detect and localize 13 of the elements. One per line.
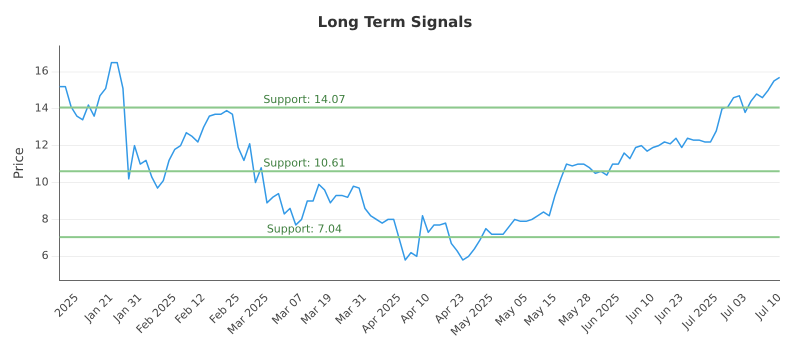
y-axis-title: Price <box>12 147 28 180</box>
y-tick-label: 10 <box>34 175 49 188</box>
ref-line-label: Support: 14.07 <box>263 92 346 106</box>
y-tick-label: 6 <box>42 249 49 262</box>
y-tick-label: 8 <box>42 212 49 226</box>
ref-line-label: Support: 7.04 <box>266 222 342 236</box>
x-tick-label: Jul 10 <box>752 290 784 323</box>
y-tick-label: 16 <box>34 64 49 78</box>
ref-line-label: Support: 10.61 <box>263 156 346 170</box>
chart-title: Long Term Signals <box>318 12 472 31</box>
x-tick-label: Jul 03 <box>718 290 750 323</box>
y-tick-label: 14 <box>34 102 49 115</box>
y-tick-label: 12 <box>34 138 49 152</box>
